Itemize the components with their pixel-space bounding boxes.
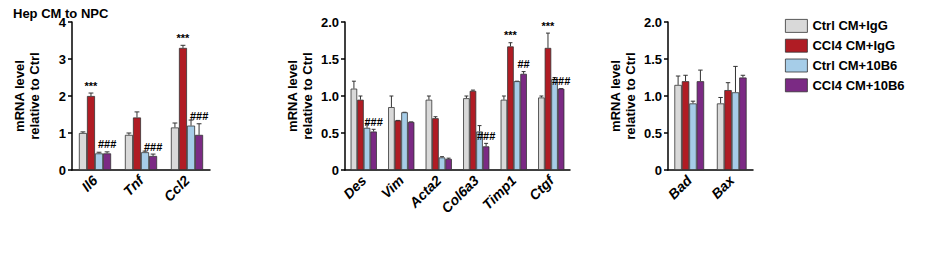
svg-text:1.5: 1.5: [321, 52, 339, 67]
svg-text:***: ***: [504, 29, 518, 41]
svg-text:1.0: 1.0: [321, 89, 339, 104]
svg-text:1.0: 1.0: [644, 89, 662, 104]
svg-text:Ccl2: Ccl2: [160, 172, 192, 204]
svg-text:CCl4 CM+IgG: CCl4 CM+IgG: [812, 38, 895, 53]
svg-text:***: ***: [177, 32, 191, 44]
svg-text:0: 0: [59, 163, 66, 178]
svg-text:relative to Ctrl: relative to Ctrl: [623, 52, 638, 139]
svg-text:0.5: 0.5: [321, 126, 339, 141]
svg-text:Bad: Bad: [665, 172, 695, 202]
svg-text:Hep CM to NPC: Hep CM to NPC: [13, 6, 109, 21]
svg-text:0: 0: [655, 163, 662, 178]
svg-text:###: ###: [144, 141, 162, 153]
svg-text:Bax: Bax: [708, 171, 738, 201]
svg-text:3: 3: [59, 52, 66, 67]
svg-text:CCl4 CM+10B6: CCl4 CM+10B6: [812, 78, 904, 93]
svg-text:Acta2: Acta2: [406, 172, 445, 211]
svg-text:relative to Ctrl: relative to Ctrl: [300, 52, 315, 139]
svg-text:###: ###: [98, 138, 116, 150]
svg-text:###: ###: [552, 75, 570, 87]
svg-text:mRNA level: mRNA level: [285, 60, 300, 132]
svg-text:0.5: 0.5: [644, 126, 662, 141]
svg-text:Timp1: Timp1: [479, 172, 519, 212]
svg-text:2: 2: [59, 89, 66, 104]
svg-text:***: ***: [542, 20, 556, 32]
svg-text:mRNA level: mRNA level: [608, 60, 623, 132]
svg-text:Ctrl CM+IgG: Ctrl CM+IgG: [812, 18, 887, 33]
svg-text:Ctrl CM+10B6: Ctrl CM+10B6: [812, 58, 897, 73]
svg-text:Des: Des: [340, 172, 370, 202]
svg-text:0: 0: [332, 163, 339, 178]
svg-text:4: 4: [58, 14, 66, 30]
svg-text:1.5: 1.5: [644, 52, 662, 67]
svg-text:2.0: 2.0: [321, 15, 339, 30]
svg-text:###: ###: [364, 116, 382, 128]
svg-text:###: ###: [477, 130, 495, 142]
svg-text:Il6: Il6: [78, 172, 100, 194]
svg-text:1: 1: [59, 126, 66, 141]
svg-text:Vim: Vim: [378, 172, 407, 201]
svg-text:Col6a3: Col6a3: [438, 172, 482, 216]
svg-text:Ctgf: Ctgf: [526, 171, 558, 203]
svg-text:relative to Ctrl: relative to Ctrl: [27, 52, 42, 139]
svg-text:###: ###: [190, 110, 208, 122]
svg-text:2.0: 2.0: [644, 15, 662, 30]
svg-text:Tnf: Tnf: [120, 171, 148, 199]
svg-text:mRNA level: mRNA level: [12, 60, 27, 132]
svg-text:***: ***: [85, 80, 99, 92]
svg-text:##: ##: [517, 58, 529, 70]
